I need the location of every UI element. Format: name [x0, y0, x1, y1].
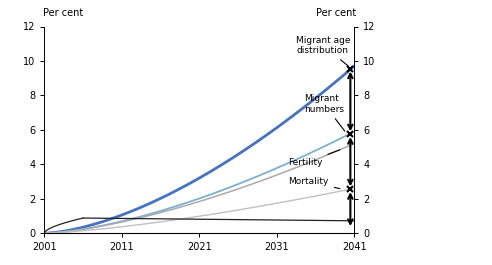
Text: Fertility: Fertility: [288, 150, 340, 167]
Text: Per cent: Per cent: [315, 8, 356, 18]
Text: Mortality: Mortality: [288, 177, 340, 189]
Text: Per cent: Per cent: [43, 8, 83, 18]
Text: Migrant age
distribution: Migrant age distribution: [296, 36, 351, 66]
Text: Migrant
numbers: Migrant numbers: [304, 94, 345, 131]
